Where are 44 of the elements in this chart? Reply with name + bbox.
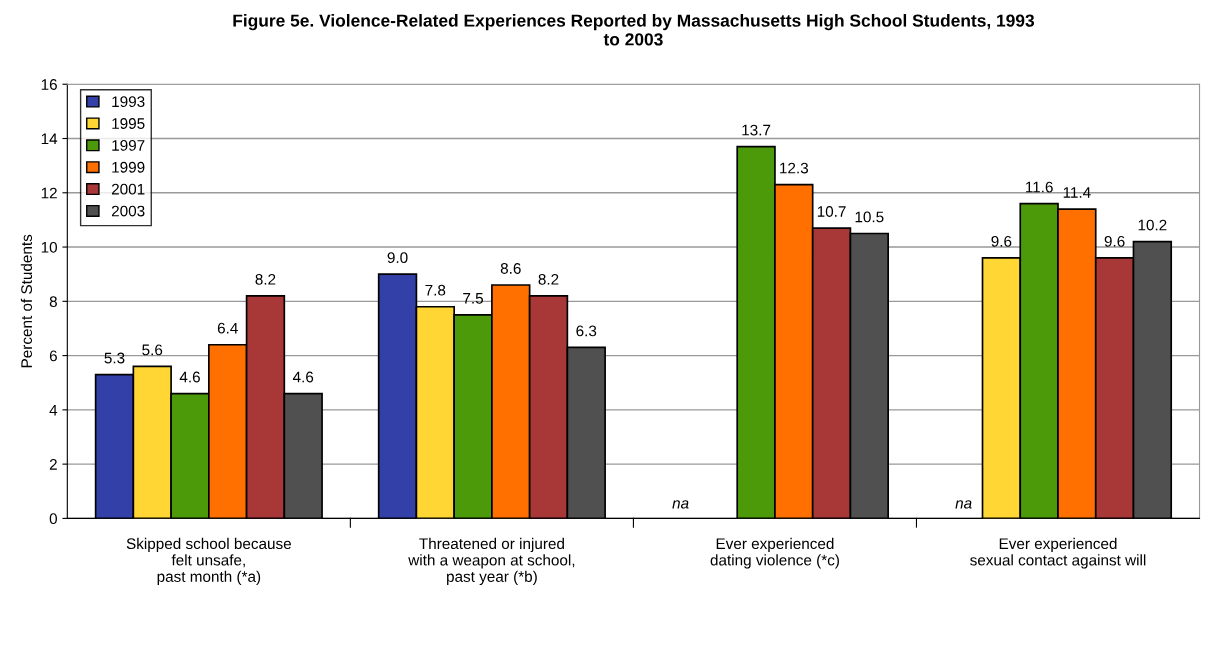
y-tick-label: 14 xyxy=(41,133,58,145)
y-tick-label: 10 xyxy=(41,241,57,253)
data-label: 9.6 xyxy=(1104,235,1125,247)
data-label: 10.7 xyxy=(817,206,846,217)
y-tick-label: 4 xyxy=(49,404,58,416)
data-label: 11.4 xyxy=(1063,187,1091,198)
y-tick-label: 8 xyxy=(49,296,57,308)
legend-label: 2003 xyxy=(111,205,145,217)
x-tick-label: Ever experienced dating violence (*c) xyxy=(710,537,839,569)
data-label: 11.6 xyxy=(1025,181,1053,193)
legend-label: 1993 xyxy=(112,96,145,108)
y-tick-label: 0 xyxy=(49,513,57,525)
data-label: 10.2 xyxy=(1138,219,1167,231)
data-label: 10.5 xyxy=(855,211,884,223)
data-label: 6.3 xyxy=(576,325,597,337)
y-tick-label: 6 xyxy=(49,350,57,362)
data-label: 5.6 xyxy=(142,344,163,356)
y-tick-label: 12 xyxy=(41,187,57,199)
data-label: 13.7 xyxy=(742,124,771,136)
y-tick-label: 2 xyxy=(49,459,57,470)
data-label: 5.3 xyxy=(104,352,125,364)
data-label: 6.4 xyxy=(217,322,238,334)
legend-label: 1999 xyxy=(112,161,145,173)
x-tick-label: Skipped school because felt unsafe, past month (*a) xyxy=(126,537,291,585)
data-label: 8.2 xyxy=(255,273,276,285)
legend-label: 2001 xyxy=(111,183,145,195)
data-label: 7.8 xyxy=(425,284,446,296)
data-label: 9.0 xyxy=(387,252,408,264)
data-label: 4.6 xyxy=(179,371,200,383)
data-label: 9.6 xyxy=(991,235,1012,247)
data-label: 4.6 xyxy=(292,371,314,383)
y-axis-title: Percent of Students xyxy=(20,234,33,368)
data-label: 8.6 xyxy=(500,263,521,274)
data-label: 8.2 xyxy=(538,273,559,285)
x-tick-label: Ever experienced sexual contact against will xyxy=(970,537,1146,569)
text: na xyxy=(672,500,689,509)
y-tick-label: 16 xyxy=(41,79,57,90)
text: na xyxy=(955,500,972,509)
data-label: 7.5 xyxy=(463,293,483,304)
x-tick-label: Threatened or injured with a weapon at school, past year (*b) xyxy=(408,537,575,585)
legend-label: 1995 xyxy=(112,118,145,129)
chart-title: Figure 5e. Violence-Related Experiences Reported by Massachusetts High School Students, 1993 to 2003 xyxy=(233,13,1035,46)
data-label: 12.3 xyxy=(780,162,809,174)
legend-label: 1997 xyxy=(112,139,145,151)
